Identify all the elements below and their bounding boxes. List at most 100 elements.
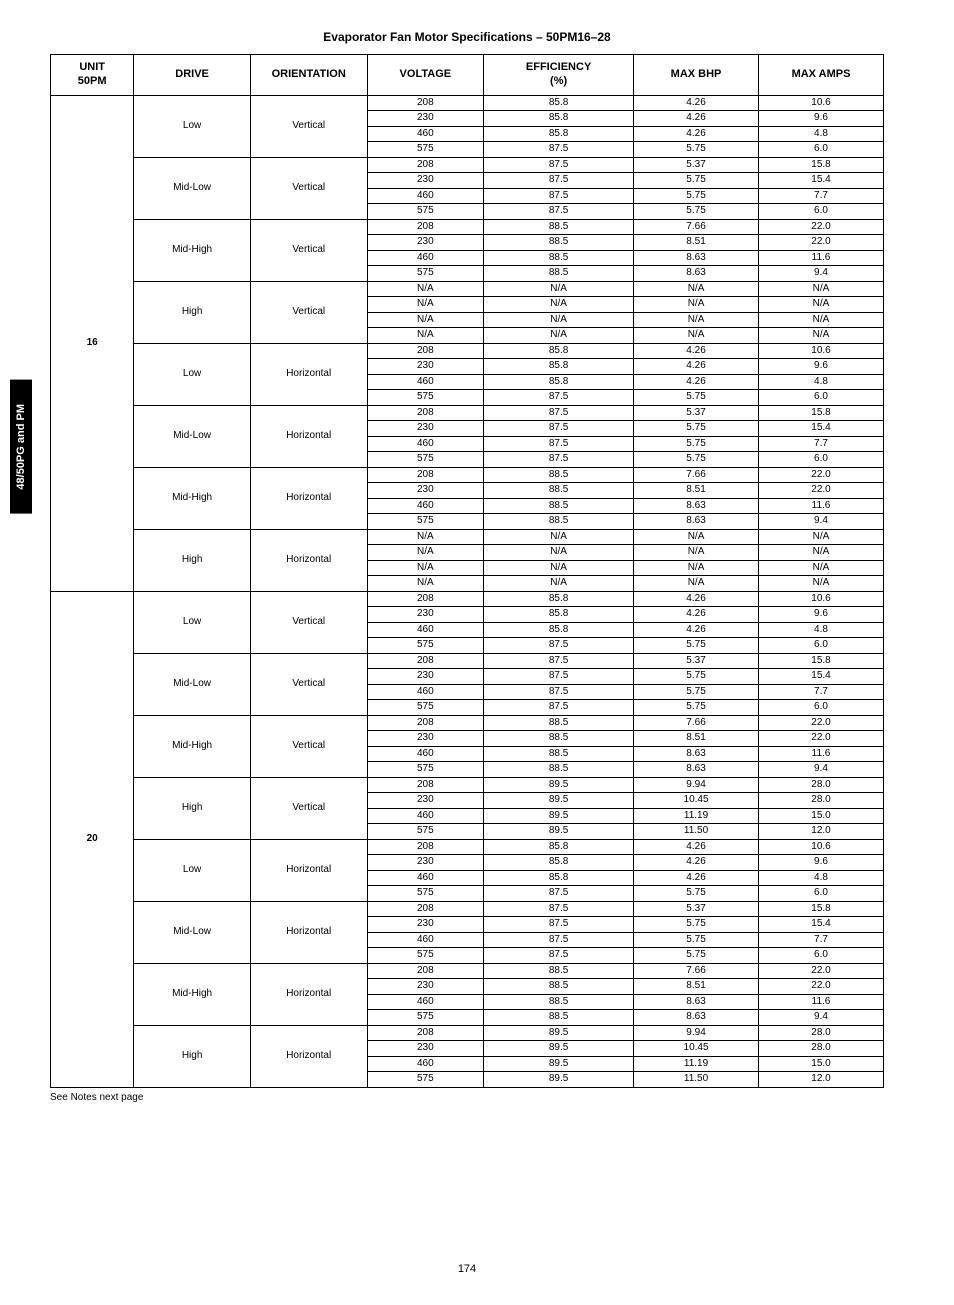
- voltage-cell: 575: [367, 452, 484, 468]
- orientation-cell: Vertical: [250, 157, 367, 219]
- max-bhp-cell: 4.26: [634, 95, 759, 111]
- orientation-cell: Horizontal: [250, 467, 367, 529]
- voltage-cell: N/A: [367, 545, 484, 561]
- efficiency-cell: N/A: [484, 576, 634, 592]
- efficiency-cell: 88.5: [484, 994, 634, 1010]
- efficiency-cell: 87.5: [484, 436, 634, 452]
- efficiency-cell: 88.5: [484, 235, 634, 251]
- max-amps-cell: 6.0: [759, 700, 884, 716]
- efficiency-cell: 88.5: [484, 467, 634, 483]
- efficiency-cell: 87.5: [484, 886, 634, 902]
- max-amps-cell: N/A: [759, 576, 884, 592]
- efficiency-cell: 87.5: [484, 188, 634, 204]
- voltage-cell: 575: [367, 1072, 484, 1088]
- efficiency-cell: N/A: [484, 560, 634, 576]
- voltage-cell: 230: [367, 421, 484, 437]
- voltage-cell: 230: [367, 607, 484, 623]
- drive-cell: Mid-Low: [134, 405, 251, 467]
- drive-cell: Low: [134, 839, 251, 901]
- voltage-cell: 208: [367, 343, 484, 359]
- orientation-cell: Horizontal: [250, 343, 367, 405]
- efficiency-cell: 88.5: [484, 266, 634, 282]
- max-amps-cell: N/A: [759, 281, 884, 297]
- voltage-cell: 208: [367, 591, 484, 607]
- table-row: HighHorizontalN/AN/AN/AN/A: [51, 529, 884, 545]
- max-bhp-cell: 5.75: [634, 638, 759, 654]
- max-amps-cell: 15.8: [759, 901, 884, 917]
- efficiency-cell: 85.8: [484, 126, 634, 142]
- page-title: Evaporator Fan Motor Specifications – 50…: [50, 30, 884, 44]
- max-amps-cell: 12.0: [759, 824, 884, 840]
- efficiency-cell: 88.5: [484, 963, 634, 979]
- max-amps-cell: 4.8: [759, 622, 884, 638]
- voltage-cell: 230: [367, 173, 484, 189]
- efficiency-cell: 89.5: [484, 777, 634, 793]
- efficiency-cell: 87.5: [484, 421, 634, 437]
- footnote: See Notes next page: [50, 1092, 884, 1103]
- efficiency-cell: 89.5: [484, 808, 634, 824]
- max-amps-cell: 6.0: [759, 204, 884, 220]
- max-bhp-cell: 7.66: [634, 219, 759, 235]
- max-amps-cell: N/A: [759, 560, 884, 576]
- max-amps-cell: 15.8: [759, 405, 884, 421]
- orientation-cell: Horizontal: [250, 405, 367, 467]
- efficiency-cell: 87.5: [484, 901, 634, 917]
- max-amps-cell: 6.0: [759, 886, 884, 902]
- drive-cell: Mid-High: [134, 715, 251, 777]
- max-bhp-cell: 4.26: [634, 839, 759, 855]
- voltage-cell: 575: [367, 948, 484, 964]
- table-row: Mid-HighHorizontal20888.57.6622.0: [51, 963, 884, 979]
- efficiency-cell: 88.5: [484, 483, 634, 499]
- voltage-cell: 208: [367, 467, 484, 483]
- max-bhp-cell: 5.37: [634, 157, 759, 173]
- voltage-cell: 230: [367, 855, 484, 871]
- max-amps-cell: 15.4: [759, 173, 884, 189]
- voltage-cell: 575: [367, 824, 484, 840]
- drive-cell: Low: [134, 591, 251, 653]
- max-amps-cell: 10.6: [759, 591, 884, 607]
- max-amps-cell: 22.0: [759, 467, 884, 483]
- efficiency-cell: 89.5: [484, 824, 634, 840]
- max-bhp-cell: 5.75: [634, 173, 759, 189]
- voltage-cell: 230: [367, 917, 484, 933]
- voltage-cell: 208: [367, 901, 484, 917]
- max-amps-cell: 9.6: [759, 855, 884, 871]
- max-amps-cell: N/A: [759, 529, 884, 545]
- max-amps-cell: 15.0: [759, 808, 884, 824]
- efficiency-cell: 88.5: [484, 715, 634, 731]
- orientation-cell: Horizontal: [250, 963, 367, 1025]
- voltage-cell: 460: [367, 126, 484, 142]
- drive-cell: Low: [134, 95, 251, 157]
- voltage-cell: 460: [367, 994, 484, 1010]
- max-amps-cell: 9.6: [759, 111, 884, 127]
- efficiency-cell: 85.8: [484, 374, 634, 390]
- table-row: Mid-LowHorizontal20887.55.3715.8: [51, 901, 884, 917]
- max-amps-cell: 10.6: [759, 839, 884, 855]
- voltage-cell: 575: [367, 142, 484, 158]
- efficiency-cell: 89.5: [484, 1025, 634, 1041]
- efficiency-cell: 87.5: [484, 157, 634, 173]
- max-amps-cell: 9.6: [759, 359, 884, 375]
- max-amps-cell: 7.7: [759, 932, 884, 948]
- efficiency-cell: 88.5: [484, 979, 634, 995]
- max-bhp-cell: N/A: [634, 576, 759, 592]
- efficiency-cell: 85.8: [484, 870, 634, 886]
- voltage-cell: 575: [367, 266, 484, 282]
- voltage-cell: 575: [367, 514, 484, 530]
- max-amps-cell: 15.8: [759, 653, 884, 669]
- max-amps-cell: 4.8: [759, 126, 884, 142]
- voltage-cell: 208: [367, 1025, 484, 1041]
- orientation-cell: Vertical: [250, 591, 367, 653]
- efficiency-cell: N/A: [484, 545, 634, 561]
- drive-cell: High: [134, 529, 251, 591]
- max-amps-cell: 6.0: [759, 638, 884, 654]
- max-amps-cell: 6.0: [759, 390, 884, 406]
- max-bhp-cell: 11.50: [634, 1072, 759, 1088]
- max-amps-cell: 10.6: [759, 343, 884, 359]
- max-bhp-cell: 4.26: [634, 591, 759, 607]
- efficiency-cell: 87.5: [484, 452, 634, 468]
- voltage-cell: 460: [367, 932, 484, 948]
- max-bhp-cell: 4.26: [634, 607, 759, 623]
- voltage-cell: 230: [367, 793, 484, 809]
- table-row: Mid-LowVertical20887.55.3715.8: [51, 653, 884, 669]
